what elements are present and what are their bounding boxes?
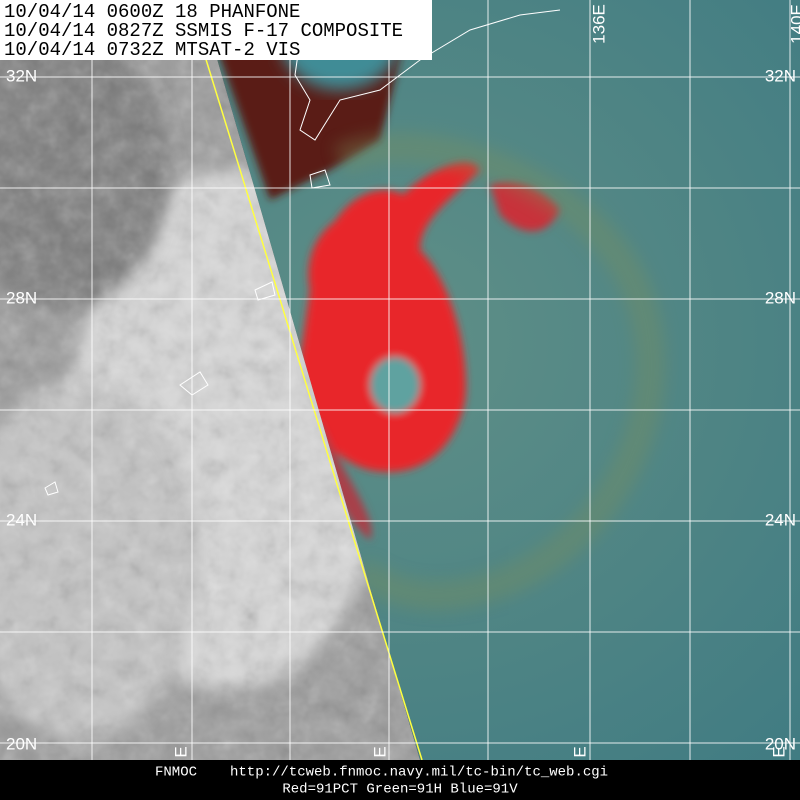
lat-label: 20N bbox=[6, 734, 37, 753]
lat-label: 24N bbox=[765, 510, 796, 529]
header-line: 10/04/14 0827Z SSMIS F-17 COMPOSITE bbox=[4, 20, 403, 42]
lon-label: 140E bbox=[787, 4, 800, 44]
lon-label: E bbox=[769, 746, 788, 757]
lon-label: 136E bbox=[589, 4, 608, 44]
graticule bbox=[0, 0, 800, 760]
lon-label: E bbox=[570, 746, 589, 757]
lat-label: 32N bbox=[765, 66, 796, 85]
header-line: 10/04/14 0732Z MTSAT-2 VIS bbox=[4, 39, 300, 61]
lat-label: 32N bbox=[6, 66, 37, 85]
footer-channels: Red=91PCT Green=91H Blue=91V bbox=[282, 782, 518, 798]
lat-label: 24N bbox=[6, 510, 37, 529]
swath-edge bbox=[199, 39, 423, 761]
lat-label: 28N bbox=[6, 288, 37, 307]
footer-url: http://tcweb.fnmoc.navy.mil/tc-bin/tc_we… bbox=[230, 765, 608, 781]
lon-label: E bbox=[171, 746, 190, 757]
header-line: 10/04/14 0600Z 18 PHANFONE bbox=[4, 1, 300, 23]
footer-bar bbox=[0, 760, 800, 800]
header-box bbox=[0, 0, 432, 60]
footer-source: FNMOC bbox=[155, 765, 197, 781]
lon-label: E bbox=[370, 746, 389, 757]
coastlines bbox=[44, 0, 561, 496]
lat-label: 20N bbox=[765, 734, 796, 753]
lat-label: 28N bbox=[765, 288, 796, 307]
